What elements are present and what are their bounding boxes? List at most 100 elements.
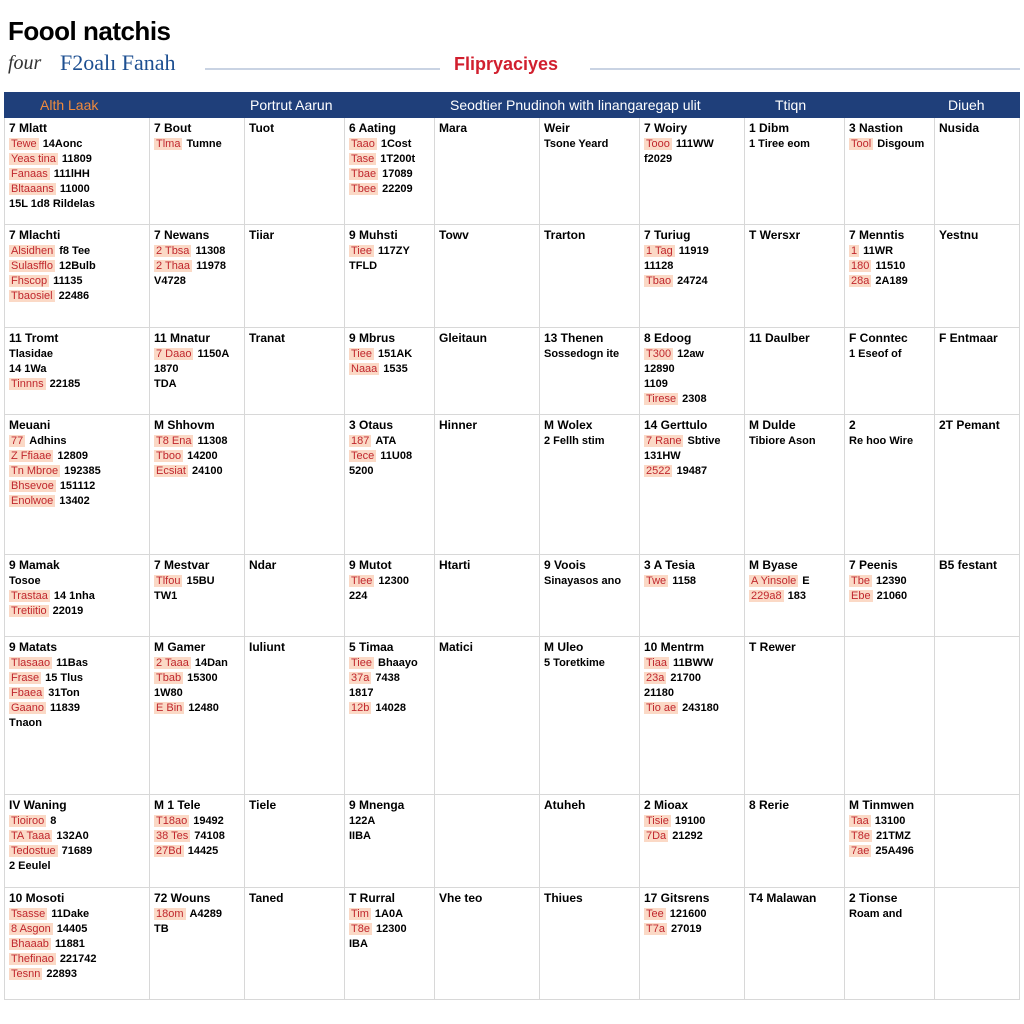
cell: 7 Bout Tlma Tumne — [150, 118, 245, 225]
cell-head: T4 Malawan — [749, 891, 817, 905]
cell-head: Tiele — [249, 798, 277, 812]
cell-head: Nusida — [939, 121, 980, 135]
item: 131HW — [644, 450, 681, 462]
tag: T18ao — [154, 815, 190, 827]
value: 183 — [787, 590, 806, 602]
item: Ecsiat 24100 — [154, 464, 240, 479]
cell: 7 Turiug 1 Tag 11919 11128 Tbao 24724 — [640, 225, 745, 328]
tag: Tn Mbroe — [9, 465, 61, 477]
tag: Sulasfflo — [9, 260, 55, 272]
item: Tiee Bhaayo — [349, 656, 430, 671]
value: 11919 — [678, 245, 709, 257]
item: Tboo 14200 — [154, 449, 240, 464]
tag: Tbe — [849, 575, 872, 587]
cell: 7 Mlachti Alsidhen f8 Tee Sulasfflo 12Bulb Fh… — [4, 225, 150, 328]
item: T18ao 19492 — [154, 814, 240, 829]
tag: Tase — [349, 153, 377, 165]
item: Fanaas 111lHH — [9, 167, 145, 182]
cell-head: M Uleo — [544, 640, 584, 654]
value: 11BWW — [673, 657, 714, 669]
item: Tlasidae — [9, 348, 54, 360]
cell: 14 Gerttulo 7 Rane Sbtive 131HW 2522 19487 — [640, 415, 745, 555]
cell: 10 Mosoti Tsasse 11Dake 8 Asgon 14405 Bhaaab 1… — [4, 888, 150, 1000]
value: 12300 — [375, 923, 407, 935]
value: 117ZY — [378, 245, 410, 257]
value: 14200 — [187, 450, 218, 462]
tag: Tbaosiel — [9, 290, 55, 302]
item: T300 12aw — [644, 347, 740, 362]
item: Tiee 117ZY — [349, 244, 430, 259]
value: 19492 — [193, 815, 224, 827]
item: 1 Tag 11919 — [644, 244, 740, 259]
tag: 38 Tes — [154, 830, 191, 842]
item: 1 Tiree eom — [749, 138, 810, 150]
tag: 27Bd — [154, 845, 184, 857]
cell — [935, 637, 1020, 795]
cell-head: Trarton — [544, 228, 586, 242]
cell: Trarton — [540, 225, 640, 328]
cell-head: 7 Menntis — [849, 228, 905, 242]
cell: M Gamer 2 Taaa 14Dan Tbab 15300 1W80 E Bin 1248… — [150, 637, 245, 795]
item: Tirese 2308 — [644, 392, 740, 407]
value: 14Dan — [194, 657, 228, 669]
value: 12aw — [677, 348, 704, 360]
value: 121600 — [669, 908, 707, 920]
tag: Bltaaans — [9, 183, 56, 195]
cell: 3 Otaus 187 ATA Tece 11U08 5200 — [345, 415, 435, 555]
cell-head: 9 Muhsti — [349, 228, 398, 242]
item: 14 1Wa — [9, 363, 47, 375]
cell: Taned — [245, 888, 345, 1000]
item: Tsasse 11Dake — [9, 907, 145, 922]
cell — [245, 415, 345, 555]
value: 15300 — [187, 672, 218, 684]
item: 2 Fellh stim — [544, 435, 605, 447]
value: Disgoum — [877, 138, 925, 150]
cell: Nusida — [935, 118, 1020, 225]
value: 11U08 — [380, 450, 413, 462]
column-header: Seodtier Pnudinoh with linangaregap ulit — [450, 97, 701, 113]
cell-head: Tuot — [249, 121, 275, 135]
value: 22486 — [58, 290, 90, 302]
cell: F Conntec 1 Eseof of Ziona — [845, 328, 935, 415]
cell-head: Tranat — [249, 331, 286, 345]
cell: 3 Nastion Tool Disgoum — [845, 118, 935, 225]
item: Alsidhen f8 Tee — [9, 244, 145, 259]
cell: 9 Matats Tlasaao 11Bas Frase 15 Tlus Fbaea 31T… — [4, 637, 150, 795]
cell-head: 7 Turiug — [644, 228, 691, 242]
value: 111WW — [675, 138, 714, 150]
tag: Tbee — [349, 183, 379, 195]
center-label: Flipryaciyes — [454, 54, 559, 74]
item: T8 Ena 11308 — [154, 434, 240, 449]
cell-head: T Rurral — [349, 891, 396, 905]
tag: 180 — [849, 260, 872, 272]
cell: 9 Mamak Tosoe Trastaa 14 1nha Tretiitio 22019 — [4, 555, 150, 637]
tag: Tlee — [349, 575, 375, 587]
cell: 11 Mnatur 7 Daao 1150A 1870 TDA — [150, 328, 245, 415]
tag: 2 Thaa — [154, 260, 193, 272]
tag: Tedostue — [9, 845, 58, 857]
cell-head: T Rewer — [749, 640, 796, 654]
item: IBA — [349, 938, 368, 950]
tag: Tlma — [154, 138, 183, 150]
value: 25A496 — [875, 845, 914, 857]
cell: Iuliunt — [245, 637, 345, 795]
tag: 7Da — [644, 830, 669, 842]
cell-head: Vhe teo — [439, 891, 483, 905]
cell: Vhe teo — [435, 888, 540, 1000]
cell-head: 2T Pemant — [939, 418, 1000, 432]
cell-head: Ndar — [249, 558, 277, 572]
tag: 7 Rane — [644, 435, 684, 447]
cell-head: 14 Gerttulo — [644, 418, 708, 432]
cell-head: 9 Matats — [9, 640, 58, 654]
item: 8 Asgon 14405 — [9, 922, 145, 937]
value: 13100 — [874, 815, 906, 827]
value: 13402 — [59, 495, 90, 507]
tag: Tlfou — [154, 575, 183, 587]
cell: T4 Malawan — [745, 888, 845, 1000]
cell — [935, 888, 1020, 1000]
value: 74108 — [194, 830, 225, 842]
item: Tesnn 22893 — [9, 967, 145, 982]
cell-head: Thiues — [544, 891, 583, 905]
cell: 7 Menntis 1 11WR 180 11510 28a 2A189 — [845, 225, 935, 328]
tag: 28a — [849, 275, 872, 287]
